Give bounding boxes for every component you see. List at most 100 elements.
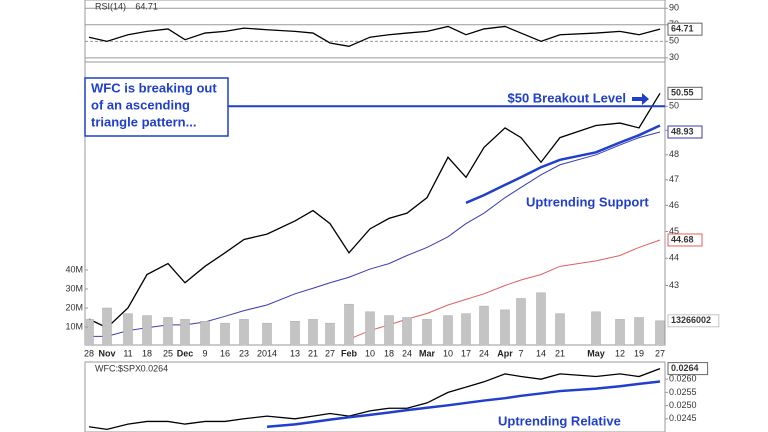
x-tick-label: 16 <box>220 348 230 358</box>
y-tick-label: 44 <box>669 253 679 263</box>
x-tick-label: 27 <box>655 348 665 358</box>
value-box <box>667 86 703 100</box>
x-tick-label: 12 <box>615 348 625 358</box>
volume-bar <box>516 298 526 345</box>
annotation: WFC is breaking out <box>91 80 217 95</box>
volume-bar <box>555 313 565 345</box>
volume-bar <box>365 311 375 345</box>
x-tick-label: 18 <box>142 348 152 358</box>
series-line <box>88 367 661 431</box>
x-tick-label: 18 <box>384 348 394 358</box>
price-panel <box>84 61 666 346</box>
volume-bar <box>142 315 152 345</box>
x-tick-label: 9 <box>202 348 207 358</box>
volume-bar <box>102 307 112 345</box>
annotation: of an ascending <box>91 97 190 112</box>
y-tick-label: 47 <box>669 174 679 184</box>
y2-tick-label: 40M <box>65 264 83 274</box>
value-box <box>667 362 709 376</box>
arrow-icon <box>632 93 649 105</box>
y-tick-label: 0.0250 <box>669 400 697 410</box>
y-tick-label: 0.0260 <box>669 374 697 384</box>
series-line <box>88 92 661 329</box>
series-line <box>348 239 661 340</box>
y-tick-label: 50 <box>669 101 679 111</box>
legend-value: 64.71 <box>135 1 158 11</box>
x-tick-label: 24 <box>479 348 489 358</box>
volume-bar <box>461 313 471 345</box>
volume-bar <box>123 313 133 345</box>
trend-line <box>465 124 661 204</box>
y-tick-label: 48 <box>669 149 679 159</box>
x-tick-label: 10 <box>443 348 453 358</box>
value-box <box>667 125 703 139</box>
volume-bar <box>239 319 249 345</box>
volume-bar <box>655 320 665 345</box>
value-box <box>667 314 720 328</box>
value-box <box>667 22 703 36</box>
x-tick-label: 13 <box>290 348 300 358</box>
x-tick-label: 11 <box>123 348 132 358</box>
annotation: triangle pattern... <box>91 114 196 129</box>
y-tick-label: 50 <box>669 36 679 46</box>
volume-bar <box>500 309 510 345</box>
volume-bar <box>536 292 546 345</box>
x-tick-label: 27 <box>325 348 335 358</box>
x-tick-label: 19 <box>634 348 644 358</box>
annotation: Uptrending Relative <box>498 413 621 428</box>
plot-area <box>85 7 665 59</box>
y2-tick-label: 20M <box>65 302 83 312</box>
y2-tick-label: 10M <box>65 321 83 331</box>
volume-bar <box>163 317 173 345</box>
x-tick-label: Nov <box>98 348 115 358</box>
volume-bar <box>634 317 644 345</box>
legend-value: 0.0264 <box>141 363 169 373</box>
volume-bar <box>384 315 394 345</box>
series-line <box>88 25 661 47</box>
value-box-label: 48.93 <box>671 126 694 136</box>
volume-bar <box>615 319 625 345</box>
x-tick-label: 2014 <box>257 348 277 358</box>
plot-area <box>88 367 661 431</box>
value-box-label: 50.55 <box>671 88 694 98</box>
volume-bar <box>308 319 318 345</box>
x-tick-label: 17 <box>461 348 471 358</box>
y-tick-label: 43 <box>669 280 679 290</box>
legend-label: WFC:$SPX <box>95 363 141 373</box>
x-tick-label: Apr <box>497 348 513 358</box>
callout-box <box>84 77 229 137</box>
volume-bar <box>180 319 190 345</box>
value-box-label: 13266002 <box>671 315 711 325</box>
volume-bar <box>220 322 230 345</box>
y-tick-label: 45 <box>669 226 679 236</box>
y-tick-label: 90 <box>669 3 679 13</box>
legend-label: RSI(14) <box>95 1 126 11</box>
y-tick-label: 0.0255 <box>669 387 697 397</box>
x-tick-label: 7 <box>518 348 523 358</box>
x-tick-label: 10 <box>365 348 375 358</box>
x-tick-label: Feb <box>341 348 358 358</box>
value-box-label: 0.0264 <box>671 363 699 373</box>
y-tick-label: 30 <box>669 52 679 62</box>
volume-bar <box>591 311 601 345</box>
x-tick-label: 24 <box>402 348 412 358</box>
x-tick-label: 28 <box>84 348 94 358</box>
series-line <box>89 131 661 337</box>
x-tick-label: Dec <box>177 348 194 358</box>
volume-bar <box>262 322 272 345</box>
x-tick-label: May <box>587 348 605 358</box>
volume-bar <box>402 317 412 345</box>
volume-bar <box>200 321 210 345</box>
volume-bar <box>290 321 300 345</box>
relative-panel <box>84 361 666 432</box>
volume-bar <box>422 319 432 345</box>
x-tick-label: 21 <box>555 348 565 358</box>
trend-line <box>266 380 661 428</box>
y-tick-label: 46 <box>669 200 679 210</box>
value-box <box>667 233 703 247</box>
annotation: $50 Breakout Level <box>507 90 626 105</box>
annotation: Uptrending Support <box>526 194 649 209</box>
x-tick-label: 23 <box>239 348 249 358</box>
plot-area <box>85 92 665 345</box>
